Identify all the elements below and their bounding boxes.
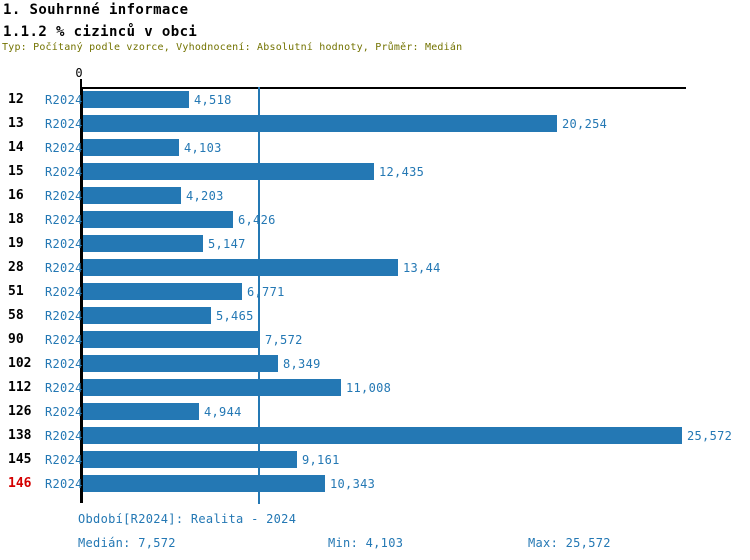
row-period-label: R2024 <box>45 357 83 371</box>
bar-value-label: 10,343 <box>330 477 376 491</box>
chart-row: 90 R2024 7,572 <box>0 328 750 352</box>
row-id-label: 145 <box>8 452 32 467</box>
row-period-label: R2024 <box>45 141 83 155</box>
indicator-title: 1.1.2 % cizinců v obci <box>3 24 198 40</box>
row-id-label: 12 <box>8 92 24 107</box>
chart-row: 19 R2024 5,147 <box>0 232 750 256</box>
bar-value-label: 5,465 <box>216 309 254 323</box>
row-id-label: 126 <box>8 404 32 419</box>
chart-subtitle: Typ: Počítaný podle vzorce, Vyhodnocení:… <box>2 42 463 53</box>
bar <box>83 235 203 252</box>
bar-value-label: 11,008 <box>346 381 392 395</box>
chart-row: 15 R2024 12,435 <box>0 160 750 184</box>
row-id-label: 102 <box>8 356 32 371</box>
chart-row: 102 R2024 8,349 <box>0 352 750 376</box>
bar <box>83 355 278 372</box>
chart-row: 126 R2024 4,944 <box>0 400 750 424</box>
bar <box>83 91 189 108</box>
row-id-label: 51 <box>8 284 24 299</box>
row-period-label: R2024 <box>45 405 83 419</box>
report-section-title: 1. Souhrnné informace <box>3 2 189 18</box>
chart-row: 14 R2024 4,103 <box>0 136 750 160</box>
bar <box>83 331 260 348</box>
bar <box>83 163 374 180</box>
row-period-label: R2024 <box>45 189 83 203</box>
bar-value-label: 9,161 <box>302 453 340 467</box>
row-period-label: R2024 <box>45 261 83 275</box>
row-id-label: 16 <box>8 188 24 203</box>
row-id-label: 58 <box>8 308 24 323</box>
chart-row: 18 R2024 6,426 <box>0 208 750 232</box>
bar <box>83 475 325 492</box>
bar <box>83 451 297 468</box>
bar-value-label: 4,944 <box>204 405 242 419</box>
row-id-label: 146 <box>8 476 32 491</box>
bar <box>83 115 557 132</box>
bar-value-label: 4,518 <box>194 93 232 107</box>
chart-row: 112 R2024 11,008 <box>0 376 750 400</box>
chart-row: 138 R2024 25,572 <box>0 424 750 448</box>
chart-row: 146 R2024 10,343 <box>0 472 750 496</box>
row-period-label: R2024 <box>45 285 83 299</box>
median-line <box>258 87 260 504</box>
row-period-label: R2024 <box>45 309 83 323</box>
min-stat: Min: 4,103 <box>328 536 404 550</box>
row-id-label: 19 <box>8 236 24 251</box>
bar-value-label: 4,203 <box>186 189 224 203</box>
chart-row: 51 R2024 6,771 <box>0 280 750 304</box>
bar-value-label: 12,435 <box>379 165 425 179</box>
chart-row: 58 R2024 5,465 <box>0 304 750 328</box>
max-stat: Max: 25,572 <box>528 536 611 550</box>
chart-row: 28 R2024 13,44 <box>0 256 750 280</box>
chart-row: 16 R2024 4,203 <box>0 184 750 208</box>
bar <box>83 211 233 228</box>
row-id-label: 138 <box>8 428 32 443</box>
bar <box>83 187 181 204</box>
period-info: Období[R2024]: Realita - 2024 <box>78 512 297 526</box>
row-period-label: R2024 <box>45 213 83 227</box>
bar <box>83 307 211 324</box>
row-period-label: R2024 <box>45 477 83 491</box>
row-period-label: R2024 <box>45 93 83 107</box>
bar <box>83 283 242 300</box>
chart-row: 12 R2024 4,518 <box>0 88 750 112</box>
row-period-label: R2024 <box>45 165 83 179</box>
row-period-label: R2024 <box>45 381 83 395</box>
row-period-label: R2024 <box>45 453 83 467</box>
row-id-label: 112 <box>8 380 32 395</box>
bar-value-label: 5,147 <box>208 237 246 251</box>
row-id-label: 90 <box>8 332 24 347</box>
row-id-label: 15 <box>8 164 24 179</box>
bar <box>83 403 199 420</box>
bar <box>83 139 179 156</box>
axis-top-line <box>82 87 686 89</box>
median-stat: Medián: 7,572 <box>78 536 176 550</box>
bar-value-label: 13,44 <box>403 261 441 275</box>
bar-value-label: 7,572 <box>265 333 303 347</box>
chart-row: 145 R2024 9,161 <box>0 448 750 472</box>
bar-value-label: 6,426 <box>238 213 276 227</box>
row-period-label: R2024 <box>45 333 83 347</box>
row-id-label: 18 <box>8 212 24 227</box>
bar-value-label: 8,349 <box>283 357 321 371</box>
axis-zero-tick <box>80 79 82 94</box>
bar-value-label: 25,572 <box>687 429 733 443</box>
row-id-label: 13 <box>8 116 24 131</box>
chart-rows: 12 R2024 4,518 13 R2024 20,254 14 R2024 … <box>0 88 750 496</box>
bar-value-label: 20,254 <box>562 117 608 131</box>
row-id-label: 14 <box>8 140 24 155</box>
y-axis-line <box>80 87 83 503</box>
bar <box>83 379 341 396</box>
row-id-label: 28 <box>8 260 24 275</box>
chart-row: 13 R2024 20,254 <box>0 112 750 136</box>
bar-value-label: 4,103 <box>184 141 222 155</box>
bar-value-label: 6,771 <box>247 285 285 299</box>
bar <box>83 427 682 444</box>
row-period-label: R2024 <box>45 237 83 251</box>
row-period-label: R2024 <box>45 429 83 443</box>
axis-zero-label: 0 <box>75 66 83 80</box>
bar <box>83 259 398 276</box>
row-period-label: R2024 <box>45 117 83 131</box>
